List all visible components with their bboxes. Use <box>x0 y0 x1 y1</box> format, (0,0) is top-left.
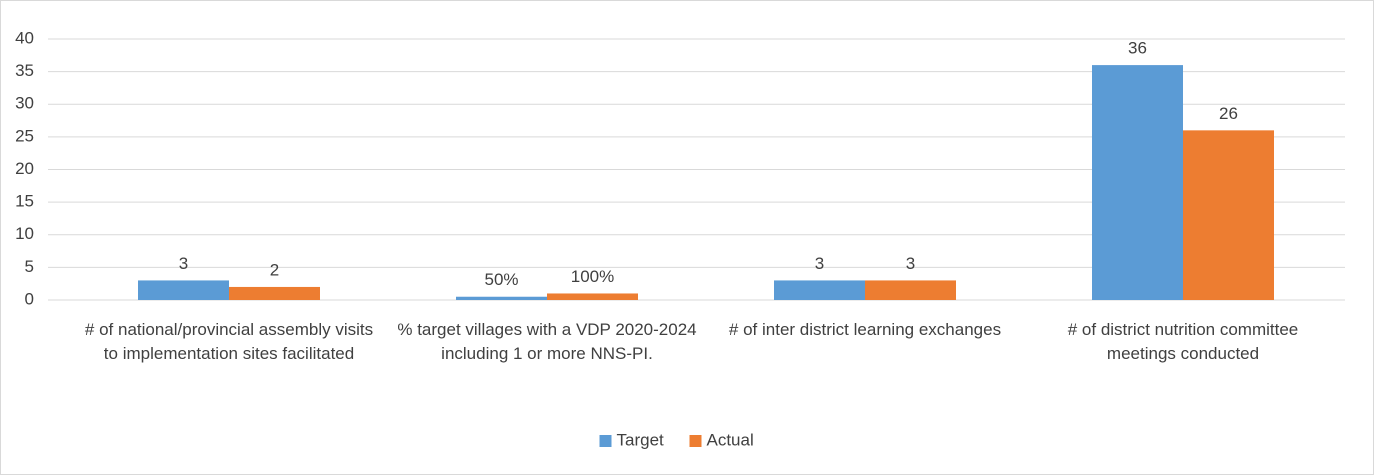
data-label: 3 <box>906 254 915 273</box>
y-tick-label: 35 <box>15 61 34 80</box>
data-label: 100% <box>571 267 614 286</box>
legend-label: Target <box>617 430 665 449</box>
bar <box>547 293 638 300</box>
bar <box>1183 130 1274 300</box>
y-tick-label: 30 <box>15 94 34 113</box>
legend-label: Actual <box>707 430 754 449</box>
x-tick-label: % target villages with a VDP 2020-2024 i… <box>397 320 697 363</box>
data-label: 50% <box>484 270 518 289</box>
data-label: 3 <box>179 254 188 273</box>
data-label: 2 <box>270 260 279 279</box>
y-tick-label: 20 <box>15 159 34 178</box>
legend-swatch <box>689 435 702 447</box>
bar <box>138 280 229 300</box>
bar <box>229 286 320 300</box>
data-label: 3 <box>815 254 824 273</box>
data-label: 36 <box>1128 39 1147 58</box>
bar <box>1092 65 1183 300</box>
y-tick-label: 40 <box>15 28 34 47</box>
x-tick-label: # of district nutrition committee meetin… <box>1067 320 1299 363</box>
legend-swatch <box>599 435 612 447</box>
bar <box>456 296 547 300</box>
x-tick-label: # of inter district learning exchanges <box>728 320 1002 339</box>
bar <box>865 280 956 300</box>
y-tick-label: 10 <box>15 224 34 243</box>
bar <box>774 280 865 300</box>
y-tick-label: 0 <box>25 289 34 308</box>
y-tick-label: 25 <box>15 126 34 145</box>
y-tick-label: 5 <box>25 257 34 276</box>
data-label: 26 <box>1219 104 1238 123</box>
x-tick-label: # of national/provincial assembly visits… <box>84 320 374 363</box>
y-tick-label: 15 <box>15 192 34 211</box>
